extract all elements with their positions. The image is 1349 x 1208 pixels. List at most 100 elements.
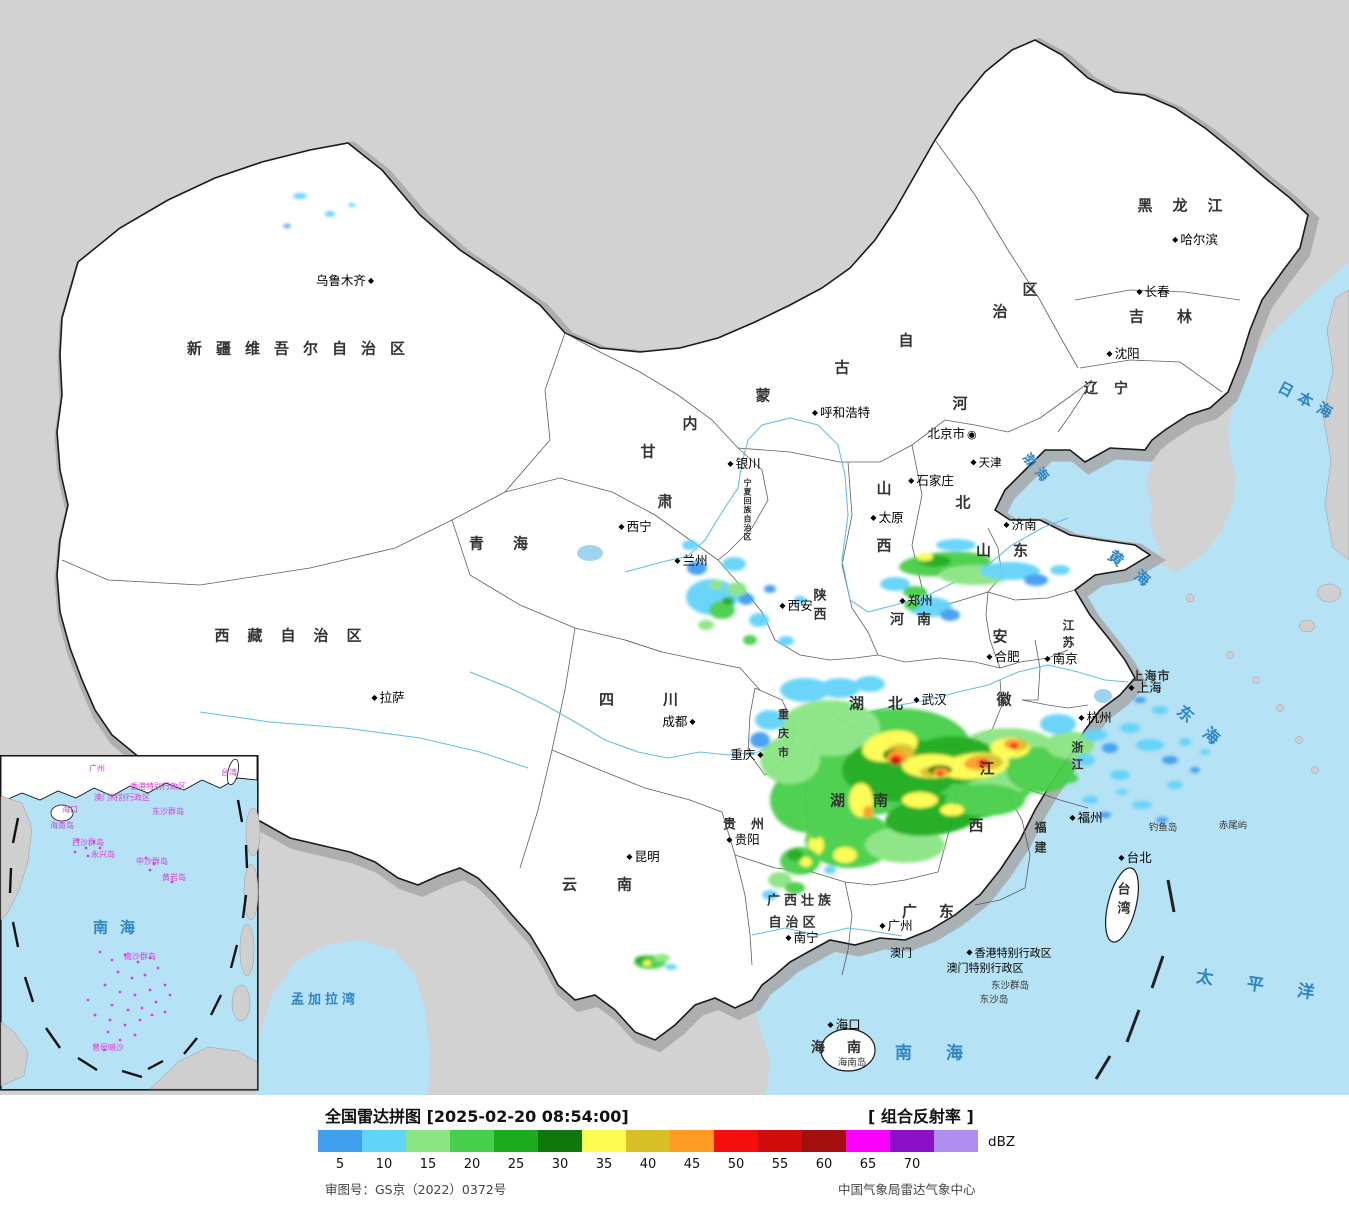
colorbar-cell (758, 1130, 802, 1152)
colorbar (318, 1130, 978, 1152)
boundary-dash (23, 976, 35, 1003)
radar-echo (880, 577, 910, 591)
inset-hainan (50, 804, 74, 822)
product-label: [ 组合反射率 ] (868, 1107, 974, 1126)
colorbar-tick: 25 (507, 1157, 525, 1172)
radar-echo (1190, 767, 1200, 773)
boundary-dash (1150, 955, 1165, 989)
radar-echo (709, 580, 723, 590)
radar-echo (794, 596, 806, 604)
island-dot (168, 993, 172, 997)
radar-echo (1132, 801, 1152, 809)
radar-echo (665, 964, 677, 970)
radar-echo (722, 557, 746, 571)
nine-dash-line (8, 799, 249, 1079)
radar-echo (917, 553, 933, 561)
island-dot (118, 990, 122, 994)
radar-echo (1162, 756, 1178, 764)
boundary-dashes (1094, 879, 1176, 1080)
radar-echo (749, 613, 769, 627)
colorbar-cell (714, 1130, 758, 1152)
colorbar-cell (450, 1130, 494, 1152)
colorbar-tick: 40 (639, 1157, 657, 1172)
boundary-dash (236, 799, 244, 823)
radar-echo (806, 817, 824, 839)
colorbar-cell (538, 1130, 582, 1152)
colorbar-cell (802, 1130, 846, 1152)
island-dots (73, 838, 174, 1052)
boundary-dash (209, 994, 223, 1016)
radar-echo (1046, 731, 1094, 759)
colorbar-tick: 35 (595, 1157, 613, 1172)
inset-taiwan (227, 758, 239, 786)
radar-echo (1156, 817, 1168, 823)
island-dot (140, 1006, 144, 1010)
island-dot (86, 854, 90, 858)
radar-echo (1102, 743, 1118, 753)
colorbar-tick: 30 (551, 1157, 569, 1172)
island-dot (148, 988, 152, 992)
radar-echo (750, 732, 770, 748)
radar-echo (1099, 812, 1111, 818)
colorbar-tick: 15 (419, 1157, 437, 1172)
radar-echo (1010, 743, 1018, 749)
colorbar-cell (362, 1130, 406, 1152)
boundary-dash (45, 1027, 61, 1049)
qinghai-lake (577, 545, 603, 561)
colorbar-tick: 65 (859, 1157, 877, 1172)
island-dot (136, 960, 140, 964)
radar-echo (785, 882, 805, 894)
radar-echo (1179, 738, 1191, 746)
radar-echo (1136, 739, 1164, 751)
radar-echo (755, 710, 785, 730)
island-dot (150, 1013, 154, 1017)
unit-label: dBZ (988, 1134, 1016, 1150)
colorbar-tick: 45 (683, 1157, 701, 1172)
radar-echo (283, 224, 291, 228)
island-dot (156, 966, 160, 970)
bengal-bay-area (255, 940, 430, 1095)
island-dot (92, 840, 96, 844)
boundary-dash (8, 867, 13, 894)
credit-label: 中国气象局雷达气象中心 (838, 1182, 976, 1197)
radar-echo (1040, 714, 1076, 734)
island-dot (163, 983, 167, 987)
radar-echo (892, 759, 898, 765)
radar-echo (348, 203, 356, 207)
colorbar-cell (582, 1130, 626, 1152)
radar-echo (980, 562, 1040, 580)
radar-echo (904, 600, 920, 610)
radar-echo (945, 784, 1025, 816)
radar-echo (778, 636, 794, 646)
island-dot (130, 976, 134, 980)
colorbar-tick: 50 (727, 1157, 745, 1172)
colorbar-cell (890, 1130, 934, 1152)
radar-echo (908, 597, 952, 617)
inset-map-south-china-sea (0, 754, 261, 1091)
boundary-dash (11, 817, 20, 844)
radar-echo (1152, 706, 1168, 714)
radar-echo (764, 585, 776, 593)
radar-echo (1050, 565, 1070, 575)
island-dot (103, 983, 107, 987)
island-dot (143, 973, 147, 977)
colorbar-tick: 70 (903, 1157, 921, 1172)
radar-echo (722, 597, 734, 605)
colorbar-cell (670, 1130, 714, 1152)
inset-vietnam (0, 795, 33, 921)
island-dot (152, 862, 156, 866)
colorbar-tick: 20 (463, 1157, 481, 1172)
radar-echo (643, 960, 651, 966)
radar-echo (833, 847, 857, 863)
island-dot (170, 880, 174, 884)
radar-echo (743, 635, 757, 645)
inset-frame (0, 754, 259, 1091)
radar-echo (780, 678, 830, 702)
island-dot (98, 950, 102, 954)
island-dot (73, 850, 77, 854)
island-dot (126, 1008, 130, 1012)
radar-echo (1024, 574, 1048, 586)
colorbar-tick: 55 (771, 1157, 789, 1172)
radar-echo (654, 954, 670, 962)
island-dot (116, 970, 120, 974)
